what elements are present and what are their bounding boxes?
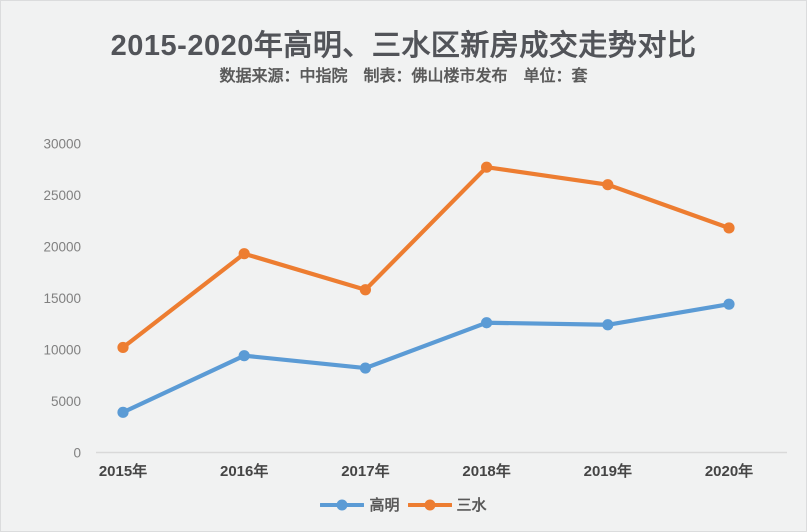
y-axis-tick-label: 20000	[43, 240, 81, 255]
data-point-series1-5	[723, 222, 735, 234]
legend-label: 三水	[456, 497, 487, 514]
x-axis-tick-label: 2015年	[99, 462, 147, 480]
data-point-series0-1	[238, 350, 250, 362]
legend-item-1: 三水	[407, 494, 487, 515]
data-point-series0-5	[723, 298, 735, 310]
chart-subtitle: 数据来源：中指院 制表：佛山楼市发布 单位：套	[219, 68, 588, 85]
chart-title: 2015-2020年高明、三水区新房成交走势对比	[110, 30, 697, 62]
data-point-series0-3	[481, 317, 493, 329]
data-point-series0-4	[602, 319, 614, 331]
chart-legend: 高明 三水	[1, 494, 806, 515]
y-axis-tick-label: 5000	[51, 394, 81, 409]
y-axis-tick-label: 10000	[43, 343, 81, 358]
data-point-series1-0	[117, 341, 129, 354]
data-point-series1-1	[238, 248, 250, 260]
data-point-series0-0	[117, 406, 129, 418]
legend-label: 高明	[369, 497, 400, 514]
legend-marker-icon	[320, 499, 365, 510]
x-axis-tick-label: 2018年	[462, 462, 510, 480]
data-point-series1-4	[602, 179, 614, 191]
data-point-series0-2	[359, 362, 371, 374]
y-axis-tick-label: 30000	[43, 137, 81, 152]
data-point-series1-2	[359, 284, 371, 296]
x-axis-tick-label: 2020年	[705, 462, 753, 480]
y-axis-tick-label: 25000	[43, 188, 81, 203]
data-point-series1-3	[481, 161, 493, 173]
x-axis-tick-label: 2017年	[341, 462, 389, 480]
y-axis-tick-label: 15000	[43, 291, 81, 306]
y-axis-tick-label: 0	[73, 446, 81, 461]
series-line-0	[120, 302, 732, 415]
x-axis-tick-label: 2019年	[584, 462, 632, 480]
x-axis-tick-label: 2016年	[220, 462, 268, 480]
legend-marker-icon	[407, 499, 452, 510]
series-line-1	[120, 165, 732, 350]
legend-item-0: 高明	[320, 494, 400, 515]
